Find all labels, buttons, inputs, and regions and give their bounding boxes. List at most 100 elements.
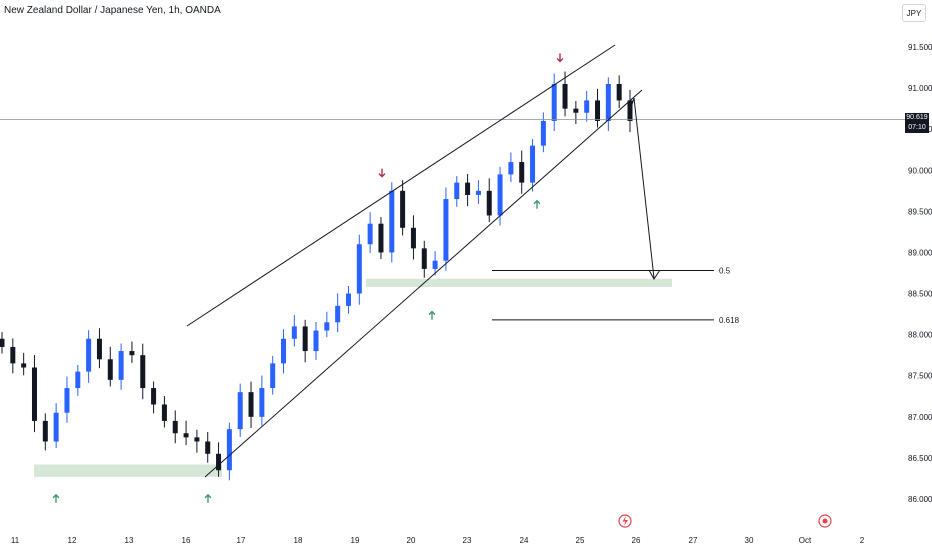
candle xyxy=(291,326,297,339)
price-tick-label: 91.500 xyxy=(908,43,932,52)
time-tick-label: 17 xyxy=(237,536,246,545)
candle xyxy=(562,83,568,109)
candle xyxy=(216,453,222,471)
candle xyxy=(605,83,611,121)
candle xyxy=(595,100,601,121)
chart-title: New Zealand Dollar / Japanese Yen, 1h, O… xyxy=(4,5,221,16)
candle xyxy=(151,388,157,405)
candle xyxy=(21,363,27,368)
candle xyxy=(573,108,579,113)
candle xyxy=(432,260,438,269)
down-arrow-icon xyxy=(378,168,386,178)
candle xyxy=(0,338,5,347)
candle xyxy=(53,412,59,442)
price-tick-label: 87.500 xyxy=(908,372,932,381)
time-tick-label: 16 xyxy=(182,536,191,545)
candle xyxy=(161,404,167,421)
time-tick-label: 19 xyxy=(351,536,360,545)
candle xyxy=(172,420,178,434)
up-arrow-icon xyxy=(428,310,436,320)
fib-level-label: 0.5 xyxy=(719,267,731,276)
candle xyxy=(64,388,70,413)
candle xyxy=(508,162,514,175)
last-price-tag: 90.619 07:10 xyxy=(905,113,929,133)
time-tick-label: 20 xyxy=(407,536,416,545)
support-zone xyxy=(34,464,222,477)
time-tick-label: 25 xyxy=(576,536,585,545)
time-tick-label: 26 xyxy=(632,536,641,545)
candle xyxy=(454,182,460,200)
candle xyxy=(302,326,308,352)
price-axis[interactable] xyxy=(898,0,932,550)
candle xyxy=(443,199,449,261)
candle xyxy=(551,83,557,121)
candle xyxy=(194,437,200,442)
candle xyxy=(86,338,92,372)
projection-path xyxy=(627,97,655,279)
candle xyxy=(410,227,416,249)
candle xyxy=(75,371,81,389)
time-tick-label: 12 xyxy=(68,536,77,545)
lower-channel-line xyxy=(204,89,643,478)
candle xyxy=(540,120,546,146)
candle xyxy=(226,429,232,471)
candle xyxy=(400,190,406,228)
candle xyxy=(486,190,492,216)
event-ring xyxy=(618,514,632,528)
candle xyxy=(465,182,471,195)
time-tick-label: 23 xyxy=(463,536,472,545)
candle xyxy=(10,346,16,364)
candle xyxy=(616,83,622,101)
time-tick-label: 30 xyxy=(745,536,754,545)
time-tick-label: 2 xyxy=(860,536,865,545)
time-tick-label: 27 xyxy=(689,536,698,545)
price-tick-label: 88.000 xyxy=(908,331,932,340)
up-arrow-icon xyxy=(533,199,541,209)
candle xyxy=(335,305,341,323)
last-price-value: 90.619 xyxy=(906,114,928,121)
candle xyxy=(281,338,287,364)
fib-level-label: 0.618 xyxy=(719,316,740,325)
candle xyxy=(324,322,330,331)
candle xyxy=(129,351,135,356)
up-arrow-icon xyxy=(52,493,60,503)
time-tick-label: 13 xyxy=(125,536,134,545)
candle xyxy=(248,392,254,417)
candle xyxy=(345,293,351,306)
event-dot xyxy=(822,518,828,524)
candle xyxy=(584,100,590,113)
candle xyxy=(356,244,362,294)
candle xyxy=(530,145,536,183)
candle xyxy=(118,351,124,380)
price-tick-label: 87.000 xyxy=(908,413,932,422)
candle xyxy=(42,420,48,442)
candle xyxy=(389,190,395,253)
time-tick-label: Oct xyxy=(799,536,812,545)
candle xyxy=(107,359,113,380)
price-tick-label: 90.000 xyxy=(908,166,932,175)
candle xyxy=(421,248,427,269)
time-tick-label: 11 xyxy=(11,536,20,545)
event-dot-icon[interactable] xyxy=(818,514,832,528)
candle xyxy=(367,223,373,245)
candle xyxy=(475,190,481,195)
event-lightning-icon[interactable] xyxy=(618,514,632,528)
candle xyxy=(140,355,146,389)
candle xyxy=(31,367,37,421)
candle xyxy=(270,363,276,389)
candle xyxy=(259,388,265,417)
down-arrow-icon xyxy=(556,53,564,63)
candle xyxy=(313,330,319,352)
candle xyxy=(237,392,243,430)
candle xyxy=(519,162,525,183)
price-tick-label: 89.000 xyxy=(908,248,932,257)
price-tick-label: 91.000 xyxy=(908,84,932,93)
candle xyxy=(378,223,384,253)
candle xyxy=(96,338,102,360)
event-ring xyxy=(818,514,832,528)
price-tick-label: 86.500 xyxy=(908,454,932,463)
time-tick-label: 24 xyxy=(520,536,529,545)
currency-button[interactable]: JPY xyxy=(902,4,926,22)
price-tick-label: 88.500 xyxy=(908,290,932,299)
